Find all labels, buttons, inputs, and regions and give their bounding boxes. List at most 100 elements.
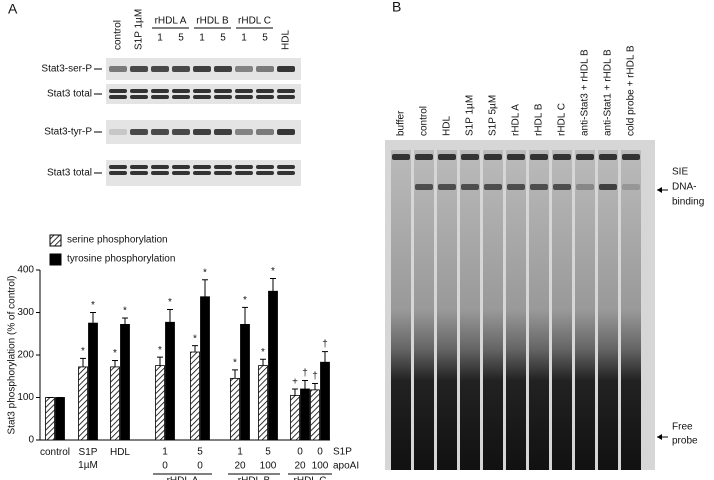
dose-label: 5 (220, 33, 226, 44)
blot-band (256, 171, 274, 175)
gel-lane (460, 150, 480, 470)
blot-band (277, 95, 295, 99)
blot-band (151, 66, 169, 72)
x-tick-label: HDL (109, 447, 130, 458)
dose-label: 100 (312, 461, 329, 472)
gel-lane (391, 150, 411, 470)
gel-lane (598, 150, 618, 470)
panel-label: A (8, 1, 18, 17)
dose-label: 0 (297, 447, 303, 458)
bar (320, 361, 330, 441)
blot-band (214, 165, 232, 169)
gel-band (530, 184, 548, 190)
lane-label: cold probe + rHDL B (626, 45, 637, 136)
blot-band (214, 95, 232, 99)
blot-band (193, 129, 211, 135)
gel-band (461, 184, 479, 190)
bar (200, 296, 210, 441)
gel-band (553, 184, 571, 190)
annotation: SIE (672, 167, 688, 178)
blot-band (235, 89, 253, 93)
gel-band (622, 184, 640, 190)
significance-marker: * (123, 306, 127, 317)
blot-band (109, 165, 127, 169)
blot-band (193, 95, 211, 99)
blot-band (277, 129, 295, 135)
blot-band (235, 95, 253, 99)
blot-band (193, 171, 211, 175)
gel-lane (483, 150, 503, 470)
bar (88, 322, 98, 441)
bar (230, 377, 240, 441)
lane-label: rHDL A (511, 104, 522, 136)
dose-label: 5 (262, 33, 268, 44)
blot-band (256, 165, 274, 169)
bar (78, 366, 88, 441)
lane-label: HDL (442, 116, 453, 136)
bar (190, 351, 200, 441)
blot-band (172, 89, 190, 93)
bar (45, 397, 55, 441)
lane-label: S1P 1µM (465, 95, 476, 136)
significance-marker: * (113, 348, 117, 359)
arrow-head (657, 187, 662, 193)
blot-band (130, 165, 148, 169)
gel-well (530, 154, 548, 160)
significance-marker: † (322, 339, 328, 350)
lane-label: rHDL C (557, 103, 568, 136)
gel-well (415, 154, 433, 160)
x-tick-label: control (39, 447, 70, 458)
bar (155, 365, 165, 441)
significance-marker: * (193, 333, 197, 344)
blot-band (235, 171, 253, 175)
significance-marker: + (292, 377, 298, 388)
blot-band (214, 171, 232, 175)
blot-band (151, 129, 169, 135)
gel-band (507, 184, 525, 190)
bar (165, 321, 175, 441)
blot-band (277, 89, 295, 93)
blot-band (172, 165, 190, 169)
significance-marker: † (302, 368, 308, 379)
gel-lane (529, 150, 549, 470)
blot-band (151, 89, 169, 93)
blot-band (256, 95, 274, 99)
dose-label: 0 (317, 447, 323, 458)
significance-marker: * (271, 266, 275, 277)
gel-well (392, 154, 410, 160)
group-label: rHDL B (238, 476, 271, 480)
x-tick-label: S1P 1µM (78, 447, 98, 471)
blot-band (235, 66, 253, 72)
lane-label: buffer (396, 110, 407, 136)
gel-band (415, 184, 433, 190)
blot-row-label: Stat3 total (47, 89, 92, 100)
gel-well (553, 154, 571, 160)
significance-marker: * (233, 358, 237, 369)
legend-swatch (49, 253, 62, 266)
bar (268, 290, 278, 441)
dose-row-label: S1P (333, 447, 352, 458)
group-label: rHDL B (196, 16, 229, 27)
y-tick-label: 100 (17, 392, 34, 403)
blot-band (151, 95, 169, 99)
dose-label: 0 (162, 461, 168, 472)
gel-lane (552, 150, 572, 470)
gel-well (438, 154, 456, 160)
gel-band (438, 184, 456, 190)
y-tick-label: 0 (28, 435, 34, 446)
dose-label: 100 (260, 461, 277, 472)
dose-label: 1 (157, 33, 163, 44)
blot-band (172, 129, 190, 135)
blot-band (130, 95, 148, 99)
bar (110, 366, 120, 441)
significance-marker: * (81, 346, 85, 357)
annotation: probe (672, 436, 698, 447)
gel-band (392, 184, 410, 190)
legend-swatch (49, 234, 62, 247)
blot-band (256, 89, 274, 93)
significance-marker: * (168, 297, 172, 308)
panel-label: B (392, 0, 401, 15)
gel-well (461, 154, 479, 160)
lane-label: rHDL B (534, 103, 545, 136)
